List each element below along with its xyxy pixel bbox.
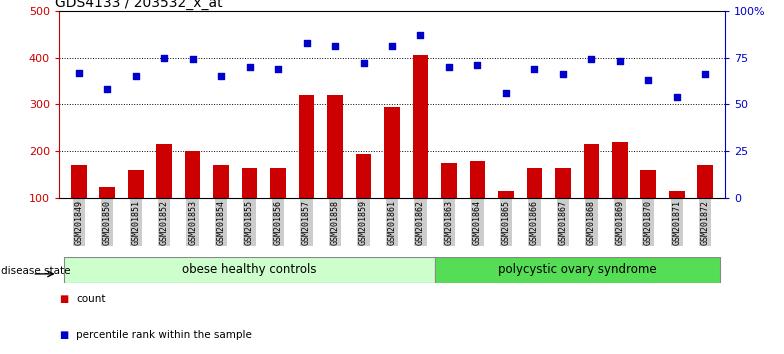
Point [328, 44, 341, 49]
Point [614, 58, 626, 64]
Bar [270, 168, 286, 198]
Bar [470, 161, 485, 198]
Point [72, 70, 85, 75]
Text: disease state: disease state [1, 266, 71, 276]
Point [129, 74, 142, 79]
Bar [128, 170, 143, 198]
Text: polycystic ovary syndrome: polycystic ovary syndrome [498, 263, 656, 276]
Point [528, 66, 541, 72]
Bar [213, 165, 229, 198]
Bar [412, 55, 428, 198]
Point [443, 64, 456, 70]
Bar [698, 165, 713, 198]
Text: percentile rank within the sample: percentile rank within the sample [76, 330, 252, 339]
Point [642, 77, 655, 83]
Point [358, 60, 370, 66]
Point [158, 55, 170, 60]
Bar [641, 170, 656, 198]
Point [471, 62, 484, 68]
Point [215, 74, 227, 79]
Point [699, 72, 712, 77]
Point [101, 87, 114, 92]
Bar [384, 107, 400, 198]
Point [499, 90, 512, 96]
Point [585, 57, 597, 62]
Bar [527, 168, 543, 198]
Bar [669, 191, 684, 198]
Point [272, 66, 285, 72]
Bar [327, 95, 343, 198]
Point [414, 32, 426, 38]
Text: GDS4133 / 203532_x_at: GDS4133 / 203532_x_at [56, 0, 223, 10]
Bar [498, 191, 514, 198]
Bar [441, 163, 457, 198]
Bar [241, 168, 257, 198]
Bar [156, 144, 172, 198]
Bar [64, 257, 434, 283]
Bar [299, 95, 314, 198]
Point [243, 64, 256, 70]
Text: ■: ■ [59, 294, 68, 304]
Point [386, 44, 398, 49]
Point [300, 40, 313, 45]
Bar [71, 165, 86, 198]
Bar [185, 152, 201, 198]
Bar [100, 187, 115, 198]
Text: obese healthy controls: obese healthy controls [183, 263, 317, 276]
Text: count: count [76, 294, 106, 304]
Bar [356, 154, 372, 198]
Bar [555, 168, 571, 198]
Bar [612, 142, 628, 198]
Bar [434, 257, 720, 283]
Text: ■: ■ [59, 330, 68, 339]
Point [187, 57, 199, 62]
Point [670, 94, 683, 100]
Bar [583, 144, 599, 198]
Point [557, 72, 569, 77]
